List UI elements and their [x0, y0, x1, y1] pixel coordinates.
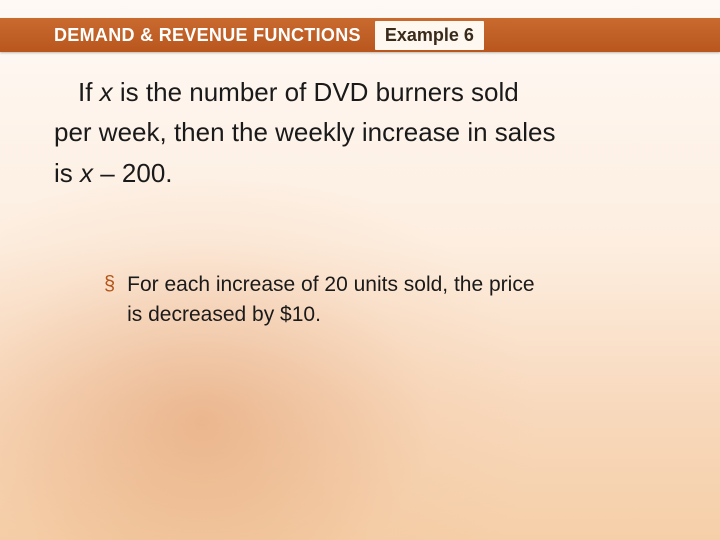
header-title: DEMAND & REVENUE FUNCTIONS	[54, 25, 361, 46]
header-example-label: Example 6	[375, 21, 484, 50]
body-line-3: is x – 200.	[54, 153, 696, 193]
body-line-1: If x is the number of DVD burners sold	[54, 72, 696, 112]
body-line-3-variable: x	[80, 158, 93, 188]
bullet-text-line-2: is decreased by $10.	[127, 300, 534, 330]
bullet-text: For each increase of 20 units sold, the …	[127, 270, 534, 331]
body-line-2: per week, then the weekly increase in sa…	[54, 112, 696, 152]
bullet-text-line-1: For each increase of 20 units sold, the …	[127, 270, 534, 300]
body-line-1-variable: x	[100, 77, 113, 107]
section-mark-icon: §	[104, 270, 115, 299]
slide-body: If x is the number of DVD burners sold p…	[54, 72, 696, 193]
body-line-1-prefix: If	[78, 77, 100, 107]
body-line-3-rest: – 200.	[93, 158, 173, 188]
bullet-item: § For each increase of 20 units sold, th…	[104, 270, 660, 331]
body-line-3-prefix: is	[54, 158, 80, 188]
header-band: DEMAND & REVENUE FUNCTIONS Example 6	[0, 18, 720, 52]
body-line-1-rest: is the number of DVD burners sold	[113, 77, 519, 107]
